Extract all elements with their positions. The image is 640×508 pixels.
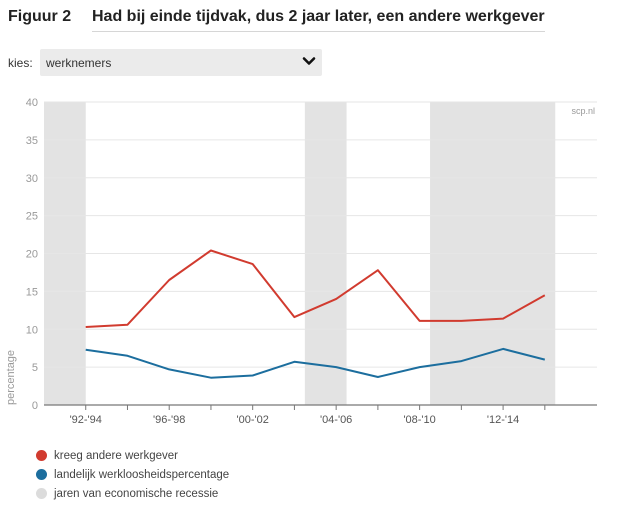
y-tick-label: 35 bbox=[26, 135, 38, 147]
selector-label: kies: bbox=[8, 56, 33, 70]
source-note: scp.nl bbox=[571, 106, 595, 116]
legend: kreeg andere werkgever landelijk werkloo… bbox=[36, 446, 229, 503]
x-tick-label: '12-'14 bbox=[487, 414, 519, 426]
legend-item: landelijk werkloosheidspercentage bbox=[36, 465, 229, 484]
line-chart: 0 5 10 15 20 25 30 35 40 '92-'94 '96-'98 '00-'02 '04… bbox=[5, 97, 597, 426]
x-tick-label: '04-'06 bbox=[320, 414, 352, 426]
y-tick-label: 20 bbox=[26, 249, 38, 261]
x-tick-label: '92-'94 bbox=[70, 414, 102, 426]
legend-label: kreeg andere werkgever bbox=[54, 449, 179, 462]
legend-item: kreeg andere werkgever bbox=[36, 446, 229, 465]
legend-label: jaren van economische recessie bbox=[54, 487, 219, 500]
series-line bbox=[85, 249, 546, 328]
x-tick-label: '00-'02 bbox=[237, 414, 269, 426]
y-tick-label: 40 bbox=[26, 97, 38, 109]
figure-title: Had bij einde tijdvak, dus 2 jaar later,… bbox=[92, 8, 545, 32]
legend-swatch bbox=[36, 488, 47, 499]
y-axis-label: percentage bbox=[5, 350, 17, 405]
y-tick-label: 30 bbox=[26, 173, 38, 185]
y-tick-label: 5 bbox=[32, 362, 38, 374]
legend-swatch bbox=[36, 450, 47, 461]
y-tick-label: 10 bbox=[26, 324, 38, 336]
legend-item: jaren van economische recessie bbox=[36, 484, 229, 503]
series-line bbox=[85, 347, 546, 379]
x-tick-label: '96-'98 bbox=[153, 414, 185, 426]
group-select-value: werknemers bbox=[46, 56, 112, 70]
y-tick-label: 25 bbox=[26, 211, 38, 223]
legend-label: landelijk werkloosheidspercentage bbox=[54, 468, 230, 481]
chevron-down-icon[interactable] bbox=[302, 54, 316, 68]
group-select[interactable]: werknemers bbox=[40, 49, 322, 76]
y-tick-label: 0 bbox=[32, 400, 38, 412]
figure-label: Figuur 2 bbox=[8, 8, 72, 25]
y-tick-label: 15 bbox=[26, 286, 38, 298]
x-tick-label: '08-'10 bbox=[403, 414, 435, 426]
legend-swatch bbox=[36, 469, 47, 480]
